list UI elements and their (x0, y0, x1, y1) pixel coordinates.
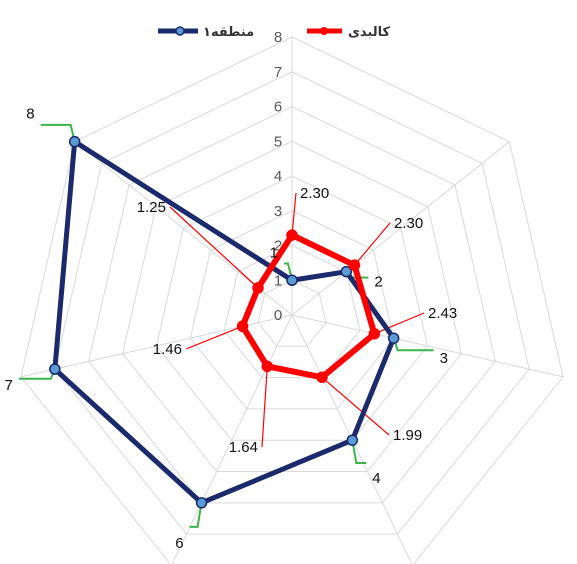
series-1-point-7 (68, 135, 81, 148)
series-2-data-label-3: 2.43 (428, 305, 457, 322)
series-1-line (52, 139, 397, 506)
tick-label: 0 (274, 307, 282, 324)
radial-tick-labels: 0 1 2 3 4 5 6 7 8 (274, 29, 282, 324)
grid-spoke-2 (291, 141, 510, 316)
legend-label-series-2: کالبدی (348, 25, 390, 40)
series-2-leader-5 (261, 366, 268, 448)
series-1-point-2 (340, 265, 353, 278)
series-2-point-4 (316, 371, 328, 384)
series-2-point-3 (368, 328, 381, 340)
series-2-leader-7 (169, 206, 259, 289)
tick-label: 1 (274, 272, 282, 289)
series-2-data-label-6: 1.46 (153, 341, 182, 358)
series-2-point-6 (236, 320, 249, 333)
grid-ring-2 (223, 244, 361, 379)
legend-marker-series-1 (175, 26, 185, 36)
grid-ring-7 (54, 71, 530, 535)
grid-ring-6 (88, 105, 496, 504)
series-1-point-6 (49, 363, 61, 375)
series-2-point-1 (286, 229, 298, 241)
tick-label: 4 (274, 168, 282, 185)
grid-ring-3 (189, 210, 395, 410)
series-2-point-7 (252, 282, 264, 294)
grid-ring-8 (20, 36, 564, 564)
series-1-leader-5 (189, 502, 203, 528)
legend-item-series-2: کالبدی (307, 25, 390, 40)
series-2-leader-3 (374, 312, 425, 335)
series-2-data-label-2: 2.30 (394, 215, 423, 232)
tick-label: 8 (274, 29, 282, 46)
series-1-data-label-3: 3 (440, 350, 448, 367)
series-1-point-5 (195, 497, 208, 509)
grid-ring-1 (257, 279, 327, 347)
tick-label: 3 (274, 203, 282, 220)
series-2-data-label-4: 1.99 (393, 427, 422, 444)
tick-label: 6 (274, 99, 282, 116)
series-2-leader-2 (354, 222, 391, 266)
grid-ring-5 (122, 140, 462, 473)
series-2-leader-4 (321, 376, 390, 436)
series-1-point-4 (346, 434, 359, 446)
series-2-leader-6 (185, 325, 243, 350)
series-1-point-1 (286, 274, 298, 286)
series-1-leader-1 (284, 262, 293, 281)
series-1-data-label-5: 6 (175, 535, 183, 552)
series-1-data-label-6: 7 (5, 377, 13, 394)
radar-grid (20, 36, 564, 564)
tick-label: 5 (274, 133, 282, 150)
series-2-data-label-7: 1.25 (137, 199, 166, 216)
series-2-point-5 (261, 360, 274, 373)
series-2-data-label-1: 2.30 (300, 185, 329, 202)
series-2-point-2 (348, 259, 361, 271)
legend-item-series-1: منطقه۱ (158, 25, 254, 40)
series-2-data-label-5: 1.64 (229, 439, 258, 456)
series-1-data-label-7: 8 (26, 106, 34, 123)
series-1-leader-4 (351, 440, 367, 465)
series-2-leader-1 (291, 192, 297, 236)
grid-ring-4 (155, 175, 429, 441)
series-layer (49, 135, 400, 509)
grid-spoke-3 (291, 314, 564, 378)
series-1-data-label-2: 2 (374, 274, 382, 291)
legend: کالبدی منطقه۱ (158, 25, 390, 40)
tick-label: 2 (274, 238, 282, 255)
grid-spoke-5 (171, 314, 293, 564)
series-1-data-label-4: 4 (372, 470, 380, 487)
series-1-leader-7 (40, 123, 76, 142)
tick-label: 7 (274, 64, 282, 81)
series-1-data-label-1: 1 (270, 244, 278, 261)
legend-marker-series-2 (320, 27, 328, 35)
legend-label-series-1: منطقه۱ (203, 25, 254, 40)
series-2-line (239, 232, 378, 381)
series-1-point-3 (387, 332, 400, 344)
